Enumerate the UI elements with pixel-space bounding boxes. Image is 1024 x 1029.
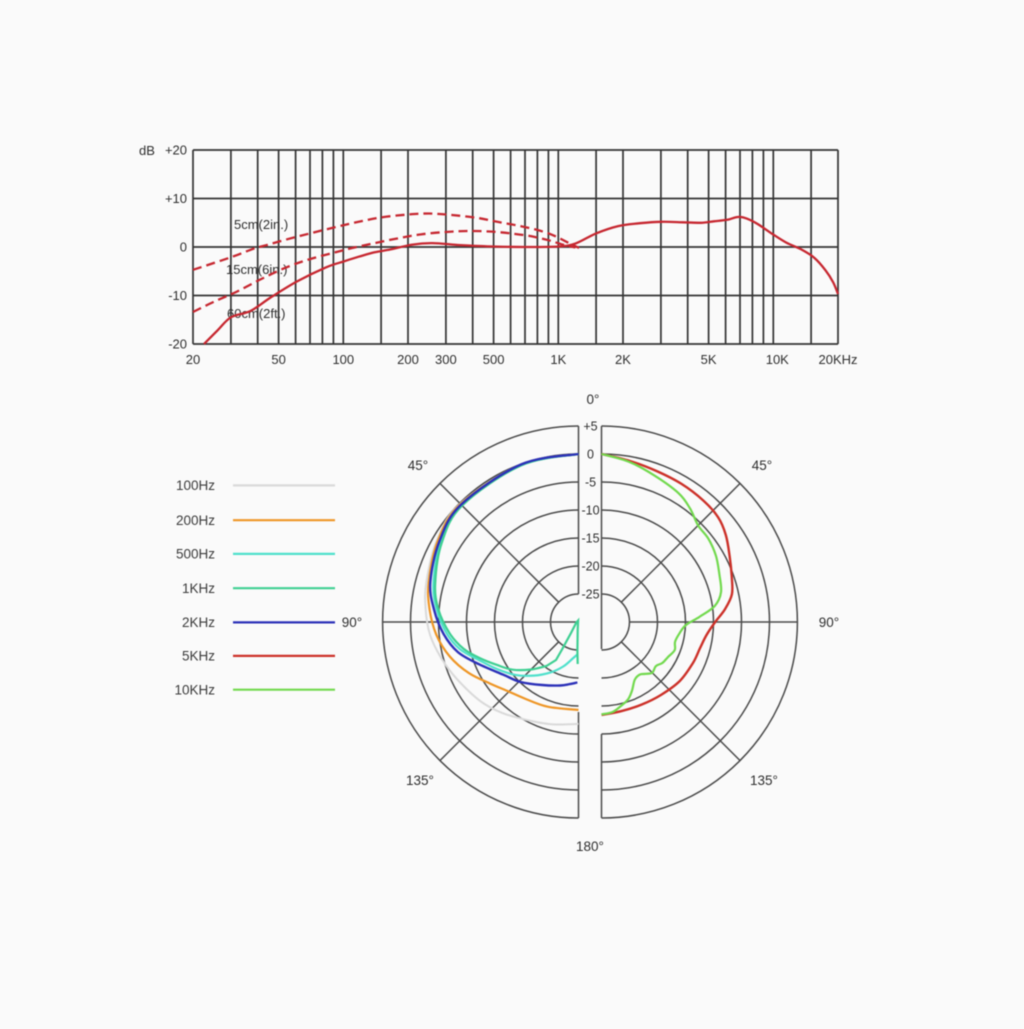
svg-text:+10: +10 (165, 191, 187, 206)
svg-text:180°: 180° (576, 839, 604, 854)
svg-text:60cm(2ft.): 60cm(2ft.) (227, 306, 286, 321)
svg-text:dB: dB (139, 143, 155, 158)
svg-text:-15: -15 (581, 532, 599, 546)
svg-text:-5: -5 (585, 476, 596, 490)
svg-text:+5: +5 (583, 420, 597, 434)
svg-text:200: 200 (397, 352, 419, 367)
svg-text:1KHz: 1KHz (182, 581, 215, 596)
svg-text:20: 20 (186, 352, 200, 367)
svg-text:5K: 5K (701, 352, 717, 367)
svg-text:-25: -25 (581, 588, 599, 602)
svg-text:500: 500 (483, 352, 505, 367)
svg-text:50: 50 (271, 352, 285, 367)
svg-text:10KHz: 10KHz (174, 683, 215, 698)
svg-text:+20: +20 (165, 143, 187, 158)
svg-text:1K: 1K (550, 352, 566, 367)
svg-text:90°: 90° (819, 615, 839, 630)
svg-text:0°: 0° (587, 392, 600, 407)
svg-text:15cm(6in.): 15cm(6in.) (226, 262, 287, 277)
svg-text:-10: -10 (168, 288, 187, 303)
svg-text:10K: 10K (766, 352, 789, 367)
svg-text:45°: 45° (752, 458, 772, 473)
svg-text:5KHz: 5KHz (182, 649, 215, 664)
svg-text:20KHz: 20KHz (818, 352, 857, 367)
svg-text:90°: 90° (342, 615, 362, 630)
svg-text:5cm(2in.): 5cm(2in.) (234, 217, 288, 232)
svg-text:100: 100 (332, 352, 354, 367)
svg-text:0: 0 (180, 240, 187, 255)
svg-text:2KHz: 2KHz (182, 615, 215, 630)
svg-text:300: 300 (435, 352, 457, 367)
svg-text:200Hz: 200Hz (176, 513, 215, 528)
svg-text:-20: -20 (168, 337, 187, 352)
svg-text:135°: 135° (406, 773, 434, 788)
svg-text:2K: 2K (615, 352, 631, 367)
svg-text:100Hz: 100Hz (176, 478, 215, 493)
svg-text:-10: -10 (581, 504, 599, 518)
svg-text:135°: 135° (750, 773, 778, 788)
svg-text:0: 0 (587, 448, 594, 462)
svg-text:-20: -20 (581, 560, 599, 574)
svg-text:45°: 45° (408, 458, 428, 473)
svg-text:500Hz: 500Hz (176, 547, 215, 562)
